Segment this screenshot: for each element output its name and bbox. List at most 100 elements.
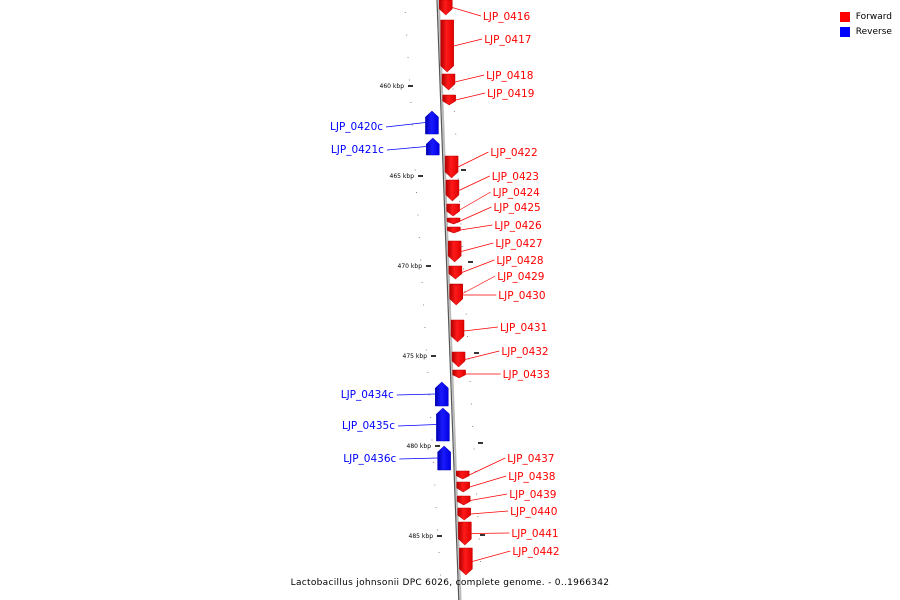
gene-leader (399, 457, 438, 460)
ruler-dot (455, 133, 457, 135)
gene-leader (386, 146, 427, 151)
ruler-dot (457, 178, 459, 180)
ruler-dot (460, 223, 462, 225)
ruler-dot (468, 358, 470, 360)
ruler-dot (464, 291, 466, 292)
gene-arrow-ljp_0433 (452, 369, 466, 379)
ruler-dot (474, 471, 476, 472)
gene-label: LJP_0426 (494, 220, 542, 232)
gene-arrow-ljp_0434c (435, 381, 449, 407)
gene-label: LJP_0442 (512, 546, 559, 558)
gene-arrow-ljp_0417 (440, 19, 454, 73)
tick-label: 480 kbp (407, 443, 432, 450)
reverse-swatch (839, 26, 850, 37)
gene-arrow-ljp_0416 (439, 0, 453, 16)
gene-arrow-ljp_0428 (448, 265, 463, 280)
gene-leader (452, 7, 482, 17)
legend-item-forward: Forward (839, 9, 892, 24)
tick-label: 485 kbp (409, 533, 434, 540)
gene-leader (469, 475, 507, 488)
ruler-dot (459, 201, 461, 202)
gene-arrow-ljp_0437 (455, 470, 470, 480)
gene-leader (458, 175, 490, 191)
gene-label: LJP_0439 (509, 489, 556, 501)
ruler-dot (420, 259, 422, 261)
gene-arrow-ljp_0421c (426, 137, 440, 156)
gene-arrow-ljp_0422 (444, 155, 459, 179)
gene-arrow-ljp_0442 (459, 547, 473, 576)
legend-label: Reverse (855, 26, 892, 37)
gene-label: LJP_0420c (330, 121, 383, 133)
forward-swatch (839, 11, 850, 22)
gene-label: LJP_0438 (508, 471, 555, 483)
ruler-dot (470, 403, 472, 405)
ruler-dot (480, 561, 482, 562)
ruler-dot (432, 462, 434, 463)
gene-arrow-ljp_0424 (446, 203, 460, 217)
ruler-dot (473, 448, 475, 450)
ruler-dot (438, 552, 440, 553)
legend-label: Forward (855, 11, 892, 22)
gene-arrow-ljp_0427 (447, 240, 462, 263)
tick-label: 465 kbp (390, 173, 415, 180)
gene-label: LJP_0430 (498, 290, 545, 302)
ruler-dot (406, 34, 408, 36)
gene-label: LJP_0428 (496, 255, 543, 267)
gene-leader (396, 393, 436, 396)
gene-leader (469, 457, 506, 476)
ruler-dot (431, 439, 433, 441)
gene-label: LJP_0424 (493, 187, 541, 199)
gene-arrow-ljp_0439 (456, 495, 471, 506)
gene-label: LJP_0417 (484, 34, 531, 46)
gene-label: LJP_0423 (492, 171, 539, 183)
ruler-dot (463, 268, 465, 270)
ruler-dot (404, 12, 406, 13)
gene-arrow-ljp_0432 (451, 351, 466, 368)
gene-arrow-ljp_0436c (437, 445, 451, 471)
gene-leader (459, 206, 492, 222)
gene-arrow-ljp_0431 (450, 319, 465, 343)
gene-label: LJP_0421c (331, 144, 384, 156)
ruler-dot (410, 102, 412, 103)
gene-leader (472, 550, 511, 562)
gene-label: LJP_0419 (487, 88, 534, 100)
gene-label: LJP_0433 (503, 369, 550, 381)
ruler-dot (466, 336, 468, 337)
gene-leader (470, 510, 509, 515)
gene-leader (455, 92, 486, 101)
gene-leader (460, 224, 493, 231)
ruler-dot (439, 574, 441, 576)
ruler-dot (481, 583, 483, 585)
ruler-dot (428, 394, 430, 396)
gene-arrow-ljp_0419 (442, 94, 456, 106)
ruler-dot (424, 327, 426, 328)
gene-arrow-ljp_0426 (447, 226, 461, 234)
ruler-dot (453, 111, 455, 112)
ruler-dot (477, 516, 479, 517)
gene-label: LJP_0418 (486, 70, 533, 82)
ruler-dot (416, 192, 417, 193)
ruler-dot (435, 507, 437, 508)
ruler-dot (465, 313, 467, 315)
ruler-dot (414, 169, 416, 171)
gene-arrow-ljp_0418 (441, 73, 456, 91)
tick-label: 475 kbp (403, 353, 428, 360)
gene-leader (457, 151, 489, 168)
gene-label: LJP_0427 (495, 238, 542, 250)
gene-arrow-ljp_0435c (436, 407, 450, 442)
gene-label: LJP_0435c (342, 420, 395, 432)
gene-arrow-ljp_0420c (425, 110, 439, 135)
ruler-dot (418, 237, 420, 238)
gene-leader (463, 326, 499, 332)
ruler-dot (423, 304, 425, 306)
gene-arrow-ljp_0423 (445, 179, 460, 202)
gene-label: LJP_0437 (507, 453, 554, 465)
tick-label: 460 kbp (380, 83, 405, 90)
gene-arrow-ljp_0430 (449, 284, 463, 306)
backbone-edge (436, 0, 460, 600)
gene-label: LJP_0425 (493, 202, 540, 214)
gene-label: LJP_0432 (501, 346, 548, 358)
map-caption: Lactobacillus johnsonii DPC 6026, comple… (290, 578, 610, 588)
gene-arrow-ljp_0440 (457, 507, 471, 521)
ruler-dot (478, 538, 480, 540)
